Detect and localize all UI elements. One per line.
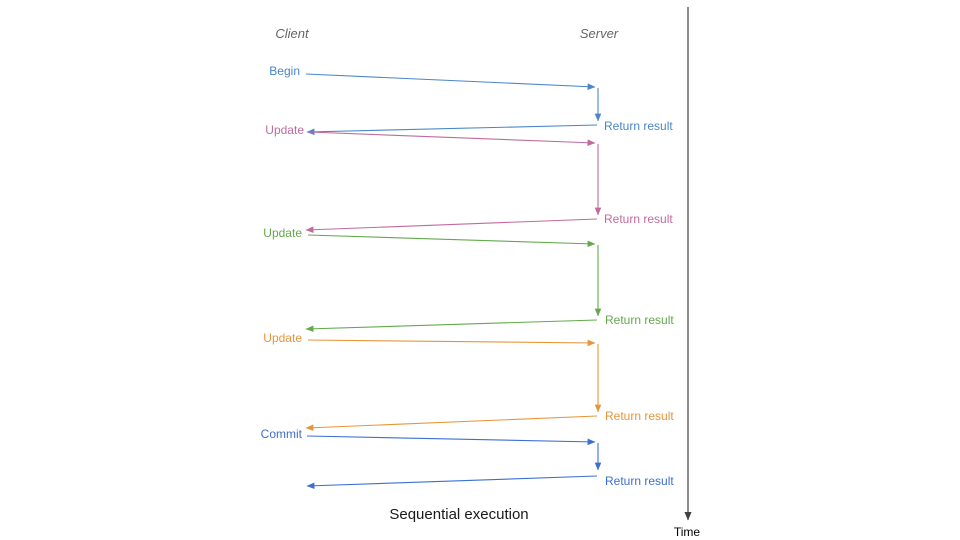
step-action-label: Update xyxy=(263,226,302,240)
step-action-label: Commit xyxy=(261,427,303,441)
return-arrow xyxy=(305,218,598,234)
request-arrow xyxy=(306,435,596,446)
return-arrow xyxy=(305,415,598,431)
return-arrow xyxy=(306,124,598,136)
request-arrow xyxy=(308,131,596,147)
server-lifeline-header: Server xyxy=(579,26,619,41)
step-action-label: Update xyxy=(263,331,302,345)
return-result-label: Return result xyxy=(605,313,674,327)
client-lifeline-header: Client xyxy=(275,26,309,41)
diagram-caption: Sequential execution xyxy=(389,506,529,523)
time-axis-label: Time xyxy=(673,525,701,539)
return-result-label: Return result xyxy=(605,474,674,488)
request-arrow xyxy=(307,234,596,248)
return-result-label: Return result xyxy=(604,212,673,226)
step-action-label: Update xyxy=(265,123,304,137)
request-arrow xyxy=(305,73,596,90)
return-arrow xyxy=(305,319,598,333)
return-arrow xyxy=(306,475,598,490)
request-arrow xyxy=(307,339,596,347)
return-result-label: Return result xyxy=(604,119,673,133)
return-result-label: Return result xyxy=(605,409,674,423)
step-action-label: Begin xyxy=(269,64,300,78)
